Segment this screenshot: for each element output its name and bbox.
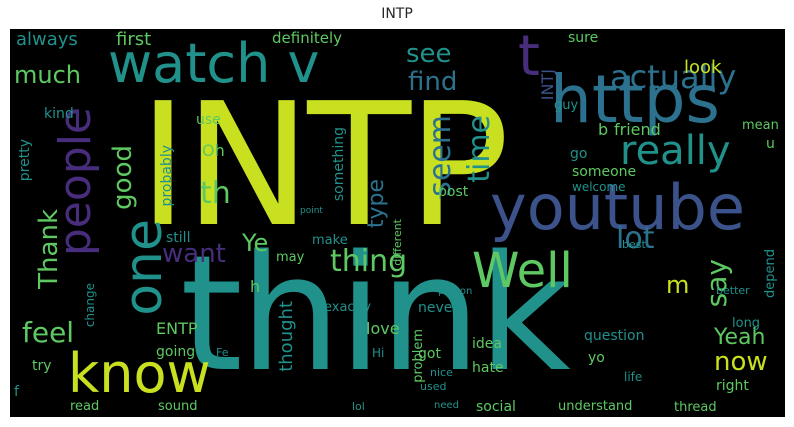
word: understand: [558, 399, 633, 414]
word: kind: [44, 106, 74, 122]
word: u: [766, 136, 775, 152]
word: see: [406, 39, 452, 69]
word: sure: [568, 30, 599, 46]
word: still: [166, 230, 191, 246]
word: depend: [763, 249, 778, 298]
word: got: [418, 346, 441, 362]
word: now: [714, 347, 768, 377]
word: h: [250, 277, 261, 296]
word: best: [622, 238, 646, 251]
word: much: [14, 61, 81, 89]
word: https: [550, 61, 720, 138]
word: b: [598, 120, 609, 139]
word: want: [162, 239, 226, 269]
word: pretty: [17, 139, 33, 182]
word: problem: [411, 329, 426, 383]
word: thought: [276, 301, 297, 372]
word: used: [420, 380, 447, 393]
word: guy: [554, 98, 579, 113]
word: Well: [472, 243, 573, 299]
word: something: [331, 127, 347, 202]
word: try: [32, 358, 52, 374]
word: lol: [352, 400, 365, 413]
word: life: [624, 370, 643, 384]
word: m: [666, 271, 690, 299]
word: love: [366, 319, 400, 338]
word: Hi: [372, 346, 385, 360]
word: first: [116, 29, 152, 50]
word: long: [732, 316, 761, 331]
word: social: [476, 399, 516, 415]
word: f: [14, 384, 19, 400]
word: mean: [742, 118, 779, 133]
word: question: [584, 328, 645, 344]
word: Yeah: [714, 325, 766, 350]
word: watch v: [108, 32, 320, 95]
word: time: [462, 115, 497, 183]
word: yo: [588, 350, 605, 366]
word: sound: [158, 399, 198, 414]
word: right: [716, 378, 749, 394]
word: ENTP: [156, 319, 198, 338]
word: find: [408, 67, 458, 97]
word: definitely: [272, 29, 343, 47]
word: need: [434, 400, 459, 411]
word: nice: [430, 366, 453, 379]
word: post: [438, 184, 469, 200]
word: th: [200, 176, 231, 211]
word: lot: [616, 221, 655, 256]
word: never: [418, 300, 459, 316]
word: Fe: [216, 346, 229, 359]
word: better: [716, 284, 750, 297]
word: INTJ: [538, 69, 557, 101]
word: Ye: [242, 229, 269, 257]
word: read: [70, 399, 100, 414]
chart-title: INTP: [381, 6, 413, 22]
word: probably: [159, 145, 175, 207]
word: welcome: [572, 180, 626, 194]
word: t: [518, 29, 540, 89]
word: actually: [610, 58, 737, 96]
word: Thank: [34, 209, 64, 289]
word: always: [16, 29, 78, 50]
word: thread: [674, 400, 717, 415]
word: good: [108, 145, 138, 210]
word: exactly: [324, 300, 371, 315]
word: may: [276, 250, 305, 265]
word: INTP: [138, 67, 510, 265]
word: Oh: [202, 141, 225, 160]
word: make: [312, 233, 348, 248]
word: look: [684, 57, 722, 78]
word: point: [300, 206, 323, 216]
word: know: [68, 342, 211, 405]
word: going: [156, 344, 196, 360]
word: friend: [614, 120, 661, 139]
word: type: [364, 179, 389, 229]
word: idea: [472, 336, 502, 352]
word: think: [180, 220, 571, 407]
word: really: [620, 128, 731, 174]
word: someone: [572, 164, 637, 180]
word: use: [196, 112, 221, 128]
word: person: [438, 286, 473, 297]
word-cloud: INTP think youtube https watch v people …: [10, 29, 785, 417]
word: youtube: [490, 171, 746, 244]
word: hate: [472, 360, 504, 376]
word: feel: [22, 316, 75, 349]
word: different: [391, 219, 404, 266]
word: thing: [330, 244, 408, 279]
word: go: [570, 146, 588, 162]
word: change: [83, 283, 97, 328]
